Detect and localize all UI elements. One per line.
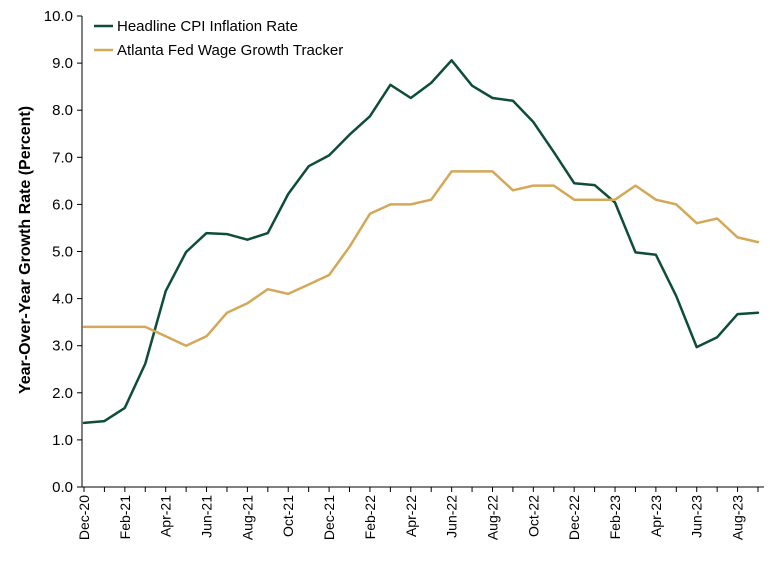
x-tick-label: Aug-22 — [484, 495, 500, 540]
y-tick-label: 6.0 — [52, 196, 73, 213]
x-tick-label: Aug-23 — [730, 495, 746, 540]
x-tick-label: Dec-20 — [76, 495, 92, 540]
x-tick-label: Jun-23 — [689, 495, 705, 538]
x-tick-label: Feb-21 — [117, 495, 133, 540]
legend-label: Headline CPI Inflation Rate — [117, 18, 298, 35]
x-tick-label: Oct-21 — [280, 495, 296, 537]
series-lines — [82, 59, 760, 425]
x-tick-label: Feb-23 — [607, 495, 623, 540]
x-axis-ticks: Dec-20 Feb-21 Apr-21 Jun-21 Aug-21 Oct-21 Dec-… — [76, 487, 759, 540]
legend-label: Atlanta Fed Wage Growth Tracker — [117, 42, 343, 59]
x-tick-label: Apr-22 — [403, 495, 419, 537]
y-tick-label: 2.0 — [52, 385, 73, 402]
x-tick-label: Oct-22 — [525, 495, 541, 537]
x-tick-label: Feb-22 — [362, 495, 378, 540]
legend: Headline CPI Inflation Rate Atlanta Fed W… — [94, 18, 343, 59]
x-tick-label: Dec-22 — [566, 495, 582, 540]
y-tick-label: 10.0 — [44, 8, 73, 25]
x-tick-label: Jun-21 — [199, 495, 215, 538]
x-tick-label: Jun-22 — [444, 495, 460, 538]
y-tick-label: 4.0 — [52, 291, 73, 308]
y-tick-label: 7.0 — [52, 149, 73, 166]
x-tick-label: Aug-21 — [239, 495, 255, 540]
series-line-cpi — [82, 59, 760, 425]
x-tick-label: Apr-21 — [158, 495, 174, 537]
y-tick-label: 8.0 — [52, 102, 73, 119]
y-tick-label: 5.0 — [52, 244, 73, 261]
y-axis-label: Year-Over-Year Growth Rate (Percent) — [17, 106, 34, 394]
axes — [81, 16, 764, 488]
y-axis-ticks: 0.0 1.0 2.0 3.0 4.0 5.0 6.0 7.0 8.0 9.0 10.0 — [44, 8, 82, 496]
y-tick-label: 3.0 — [52, 338, 73, 355]
y-tick-label: 9.0 — [52, 55, 73, 72]
series-line-wage-growth — [82, 170, 760, 347]
y-tick-label: 0.0 — [52, 479, 73, 496]
y-axis-label-group: Year-Over-Year Growth Rate (Percent) — [17, 106, 34, 394]
x-tick-label: Dec-21 — [321, 495, 337, 540]
y-tick-label: 1.0 — [52, 432, 73, 449]
x-tick-label: Apr-23 — [648, 495, 664, 537]
